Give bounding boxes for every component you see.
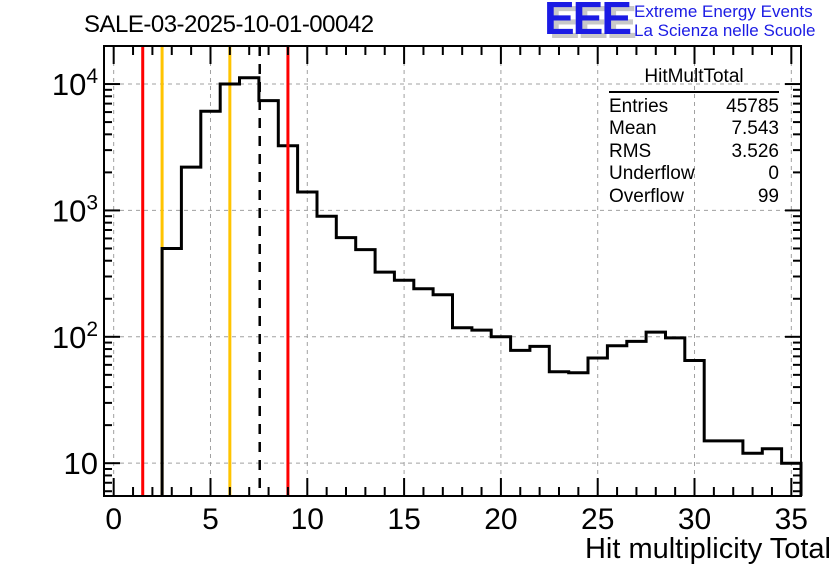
logo-line2: La Scienza nelle Scuole <box>634 21 816 40</box>
y-tick-label: 102 <box>52 318 98 355</box>
x-tick-label: 20 <box>484 503 517 536</box>
x-tick-label: 25 <box>581 503 614 536</box>
stats-value: 0 <box>768 163 779 185</box>
eee-logo-text: Extreme Energy Events La Scienza nelle S… <box>634 2 815 40</box>
plot-title: SALE-03-2025-10-01-00042 <box>84 11 374 38</box>
stats-label: Overflow <box>609 185 684 207</box>
stats-row-mean: Mean 7.543 <box>609 118 779 140</box>
stats-label: Mean <box>609 118 657 140</box>
x-tick-label: 15 <box>387 503 420 536</box>
y-tick-label: 10 <box>64 446 98 481</box>
stats-row-entries: Entries 45785 <box>609 96 779 118</box>
stats-label: RMS <box>609 140 652 162</box>
x-tick-label: 35 <box>775 503 808 536</box>
plot-frame <box>103 45 802 497</box>
stats-value: 7.543 <box>731 118 779 140</box>
y-tick-label: 104 <box>52 65 98 102</box>
logo-line1: Extreme Energy Events <box>634 2 813 21</box>
stats-row-rms: RMS 3.526 <box>609 141 779 163</box>
x-tick-label: 10 <box>291 503 324 536</box>
stats-row-underflow: Underflow 0 <box>609 163 779 185</box>
x-axis-title: Hit multiplicity Total <box>584 533 831 565</box>
x-tick-label: 0 <box>105 503 122 536</box>
stats-value: 3.526 <box>731 140 779 162</box>
stats-label: Underflow <box>609 163 695 185</box>
stats-box: HitMultTotal Entries 45785 Mean 7.543 RM… <box>609 66 779 208</box>
stats-label: Entries <box>609 96 669 117</box>
stats-value: 45785 <box>726 96 779 117</box>
y-tick-label: 103 <box>52 191 98 228</box>
stats-value: 99 <box>757 185 779 207</box>
x-tick-label: 5 <box>202 503 219 536</box>
eee-logo-acronym: EEE <box>544 0 632 44</box>
stats-row-overflow: Overflow 99 <box>609 186 779 208</box>
stats-box-title: HitMultTotal <box>609 66 779 93</box>
x-tick-label: 30 <box>678 503 711 536</box>
